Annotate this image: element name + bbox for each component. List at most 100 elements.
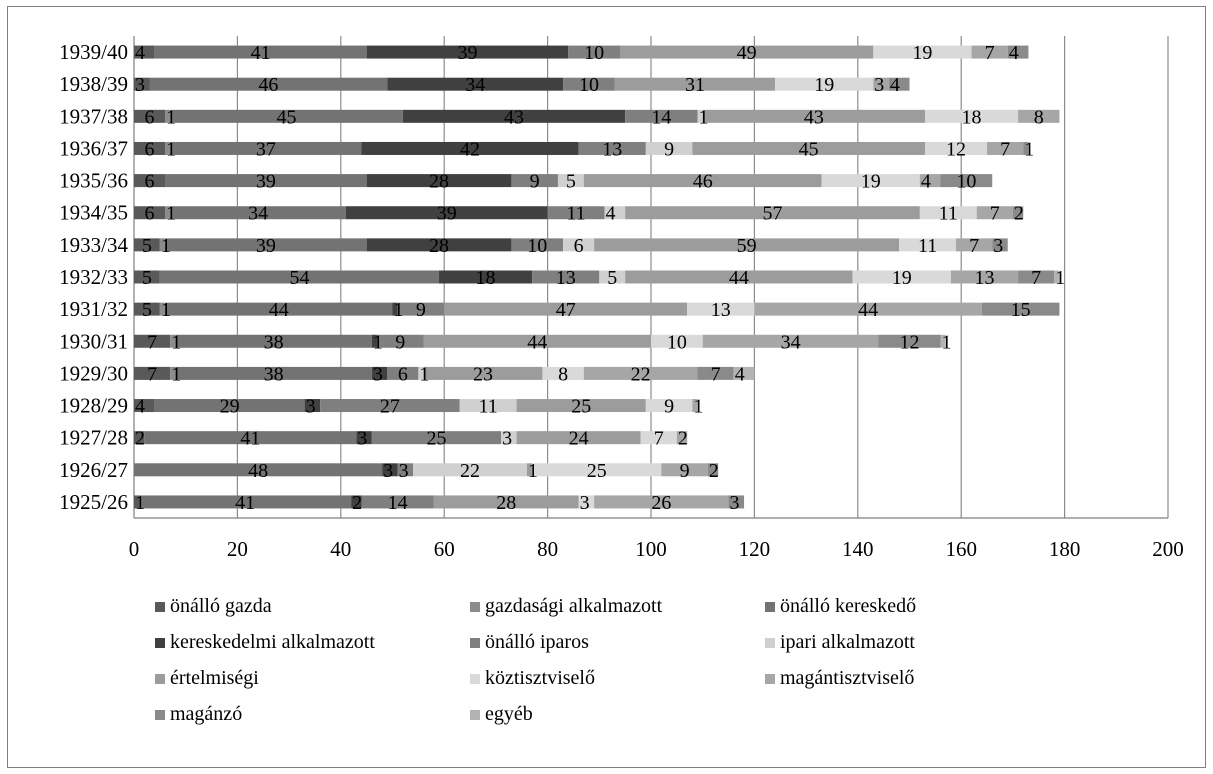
data-label: 1 xyxy=(161,299,171,321)
data-label: 25 xyxy=(587,460,607,482)
bar-segment xyxy=(1023,141,1029,155)
bar-segment xyxy=(134,463,383,477)
bar-segment xyxy=(413,463,527,477)
bar-segment xyxy=(557,174,584,188)
bar-segment xyxy=(351,495,362,509)
bar-segment xyxy=(433,495,579,509)
data-label: 10 xyxy=(579,74,599,96)
bar-segment xyxy=(159,270,440,284)
bar-segment xyxy=(165,141,171,155)
bar-segment xyxy=(371,431,502,445)
y-tick-label: 1934/35 xyxy=(59,201,128,225)
bar-segment xyxy=(992,238,1008,252)
bar-segment xyxy=(542,366,584,380)
x-tick-label: 120 xyxy=(739,537,771,561)
data-label: 7 xyxy=(147,331,157,353)
data-label: 2 xyxy=(1014,203,1024,225)
bar-segment xyxy=(134,334,171,348)
bar-segment xyxy=(547,206,605,220)
x-tick-label: 100 xyxy=(635,537,667,561)
data-label: 1 xyxy=(1024,138,1034,160)
data-label: 1 xyxy=(166,106,176,128)
bar-segment xyxy=(950,270,1019,284)
bar-segment xyxy=(356,431,372,445)
data-label: 10 xyxy=(667,331,687,353)
bar-segment xyxy=(878,334,941,348)
bar-segment xyxy=(873,77,889,91)
bar-segment xyxy=(976,206,1013,220)
data-label: 19 xyxy=(861,171,881,193)
data-label: 6 xyxy=(145,138,155,160)
data-label: 11 xyxy=(918,235,937,257)
x-tick-label: 200 xyxy=(1152,537,1184,561)
bar-segment xyxy=(568,45,620,59)
data-label: 2 xyxy=(678,428,688,450)
data-label: 4 xyxy=(135,396,145,418)
data-label: 34 xyxy=(781,331,801,353)
data-label: 4 xyxy=(735,363,745,385)
data-label: 41 xyxy=(251,42,271,64)
bar-segment xyxy=(625,206,920,220)
bar-segment xyxy=(526,463,533,477)
x-tick-label: 80 xyxy=(537,537,558,561)
bar-segment xyxy=(687,302,755,316)
data-label: 28 xyxy=(496,492,516,514)
data-label: 28 xyxy=(429,235,449,257)
bar-segment xyxy=(707,463,719,477)
bar-segment xyxy=(149,77,388,91)
data-label: 9 xyxy=(664,138,674,160)
data-label: 12 xyxy=(900,331,920,353)
data-label: 25 xyxy=(571,396,591,418)
bar-segment xyxy=(981,302,1060,316)
x-tick-label: 20 xyxy=(227,537,248,561)
data-label: 4 xyxy=(1009,42,1019,64)
bar-segment xyxy=(532,463,662,477)
bar-segment xyxy=(821,174,920,188)
bar-segment xyxy=(919,206,977,220)
bar-segment xyxy=(134,109,166,123)
data-label: 19 xyxy=(892,267,912,289)
bar-segment xyxy=(165,238,367,252)
bar-segment xyxy=(366,238,512,252)
data-label: 42 xyxy=(460,138,480,160)
data-label: 3 xyxy=(993,235,1003,257)
bar-segment xyxy=(987,141,1024,155)
data-label: 14 xyxy=(651,106,671,128)
data-label: 22 xyxy=(460,460,480,482)
data-label: 11 xyxy=(566,203,585,225)
bar-segment xyxy=(594,238,900,252)
data-label: 3 xyxy=(580,492,590,514)
y-tick-label: 1932/33 xyxy=(59,265,128,289)
data-label: 1 xyxy=(1055,267,1065,289)
bar-segment xyxy=(583,366,698,380)
bar-segment xyxy=(361,141,579,155)
bar-segment xyxy=(697,109,703,123)
bar-segment xyxy=(134,238,160,252)
bar-segment xyxy=(418,366,424,380)
bar-segment xyxy=(170,366,176,380)
data-label: 8 xyxy=(1034,106,1044,128)
data-label: 3 xyxy=(373,363,383,385)
bar-segment xyxy=(661,463,708,477)
data-label: 27 xyxy=(380,396,400,418)
bar-segment xyxy=(165,302,393,316)
data-label: 13 xyxy=(556,267,576,289)
data-label: 41 xyxy=(240,428,260,450)
data-label: 19 xyxy=(814,74,834,96)
bar-segment xyxy=(775,77,874,91)
data-label: 7 xyxy=(985,42,995,64)
bar-segment xyxy=(640,431,677,445)
data-label: 43 xyxy=(804,106,824,128)
data-label: 44 xyxy=(858,299,878,321)
data-label: 2 xyxy=(352,492,362,514)
chart-frame xyxy=(7,6,1206,768)
data-label: 3 xyxy=(730,492,740,514)
bar-segment xyxy=(702,334,879,348)
y-tick-label: 1927/28 xyxy=(59,426,128,450)
data-label: 38 xyxy=(264,363,284,385)
data-label: 39 xyxy=(437,203,457,225)
data-label: 37 xyxy=(256,138,276,160)
bar-segment xyxy=(320,399,460,413)
data-label: 34 xyxy=(465,74,485,96)
data-label: 7 xyxy=(711,363,721,385)
